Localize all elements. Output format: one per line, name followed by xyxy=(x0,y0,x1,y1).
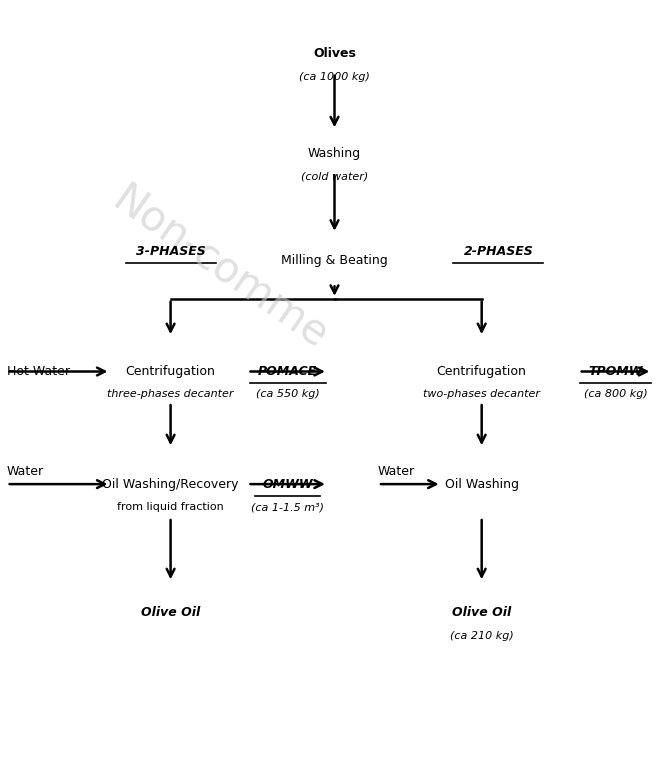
Text: Centrifugation: Centrifugation xyxy=(126,365,215,378)
Text: (cold water): (cold water) xyxy=(301,171,368,182)
Text: Olive Oil: Olive Oil xyxy=(141,607,200,619)
Text: (ca 800 kg): (ca 800 kg) xyxy=(583,389,648,400)
Text: 3-PHASES: 3-PHASES xyxy=(136,245,205,257)
Text: Non-comme: Non-comme xyxy=(105,178,337,358)
Text: Centrifugation: Centrifugation xyxy=(437,365,527,378)
Text: Water: Water xyxy=(378,465,415,477)
Text: Olive Oil: Olive Oil xyxy=(452,607,511,619)
Text: POMACE: POMACE xyxy=(258,365,317,378)
Text: three-phases decanter: three-phases decanter xyxy=(107,389,234,400)
Text: TPOMW: TPOMW xyxy=(588,365,643,378)
Text: (ca 1000 kg): (ca 1000 kg) xyxy=(299,71,370,82)
Text: Water: Water xyxy=(7,465,43,477)
Text: Olives: Olives xyxy=(313,47,356,60)
Text: 2-PHASES: 2-PHASES xyxy=(464,245,533,257)
Text: OMWW: OMWW xyxy=(262,478,313,490)
Text: from liquid fraction: from liquid fraction xyxy=(117,502,224,512)
Text: Oil Washing/Recovery: Oil Washing/Recovery xyxy=(102,478,239,490)
Text: (ca 210 kg): (ca 210 kg) xyxy=(450,630,514,641)
Text: (ca 550 kg): (ca 550 kg) xyxy=(256,389,320,400)
Text: two-phases decanter: two-phases decanter xyxy=(423,389,540,400)
Text: Milling & Beating: Milling & Beating xyxy=(281,254,388,267)
Text: Washing: Washing xyxy=(308,147,361,159)
Text: Hot Water: Hot Water xyxy=(7,365,70,378)
Text: (ca 1-1.5 m³): (ca 1-1.5 m³) xyxy=(251,502,324,512)
Text: Oil Washing: Oil Washing xyxy=(445,478,518,490)
